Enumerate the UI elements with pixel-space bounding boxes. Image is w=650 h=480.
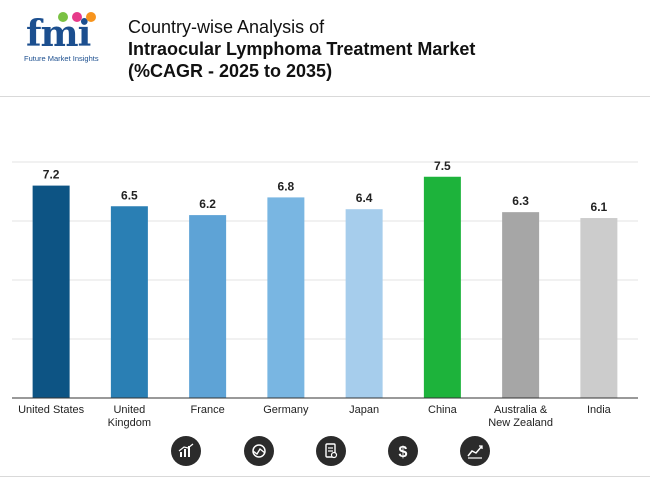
- data-label-2: 6.2: [199, 197, 216, 211]
- dollar-icon: $: [388, 436, 418, 466]
- header-divider: [0, 96, 650, 97]
- data-label-1: 6.5: [121, 188, 138, 202]
- growth-chart-icon: [460, 436, 490, 466]
- data-label-4: 6.4: [356, 191, 373, 205]
- data-label-5: 7.5: [434, 159, 451, 173]
- data-label-7: 6.1: [591, 200, 608, 214]
- x-tick-label-2: France: [191, 404, 225, 416]
- bar-3: [267, 197, 305, 398]
- header: fmi Future Market Insights Country-wise …: [0, 0, 650, 96]
- logo-subtitle: Future Market Insights: [24, 54, 99, 63]
- pie-analysis-icon: [244, 436, 274, 466]
- x-tick-label-0: United States: [18, 404, 85, 416]
- document-search-icon: [316, 436, 346, 466]
- x-tick-label-3: Germany: [263, 404, 309, 416]
- bar-5: [423, 176, 461, 398]
- data-label-3: 6.8: [278, 179, 295, 193]
- bar-7: [580, 218, 618, 398]
- fmi-logo: fmi Future Market Insights: [24, 12, 114, 64]
- icon-row: $: [0, 436, 650, 470]
- logo-dots-icon: [58, 12, 96, 22]
- title-line-1: Country-wise Analysis of: [128, 17, 325, 37]
- data-label-0: 7.2: [43, 168, 60, 182]
- bar-4: [345, 209, 383, 398]
- x-tick-label-1: United: [113, 404, 145, 416]
- bar-1: [110, 206, 148, 398]
- x-tick-label-4: Japan: [349, 404, 379, 416]
- title-line-3: (%CAGR - 2025 to 2035): [128, 61, 333, 81]
- x-tick-label-7: India: [587, 404, 612, 416]
- x-tick-label-1-line-1: Kingdom: [108, 417, 151, 429]
- bar-6: [502, 212, 540, 398]
- x-tick-label-5: China: [428, 404, 458, 416]
- title-line-2: Intraocular Lymphoma Treatment Market: [128, 39, 476, 59]
- bar-0: [32, 185, 70, 398]
- data-label-6: 6.3: [512, 194, 529, 208]
- x-tick-label-6: Australia &: [494, 404, 548, 416]
- bar-2: [189, 215, 227, 398]
- svg-text:$: $: [399, 444, 408, 460]
- footer-divider: [0, 476, 650, 477]
- x-tick-label-6-line-1: New Zealand: [488, 417, 553, 429]
- bar-chart-icon: [171, 436, 201, 466]
- chart-title: Country-wise Analysis of Intraocular Lym…: [128, 16, 475, 82]
